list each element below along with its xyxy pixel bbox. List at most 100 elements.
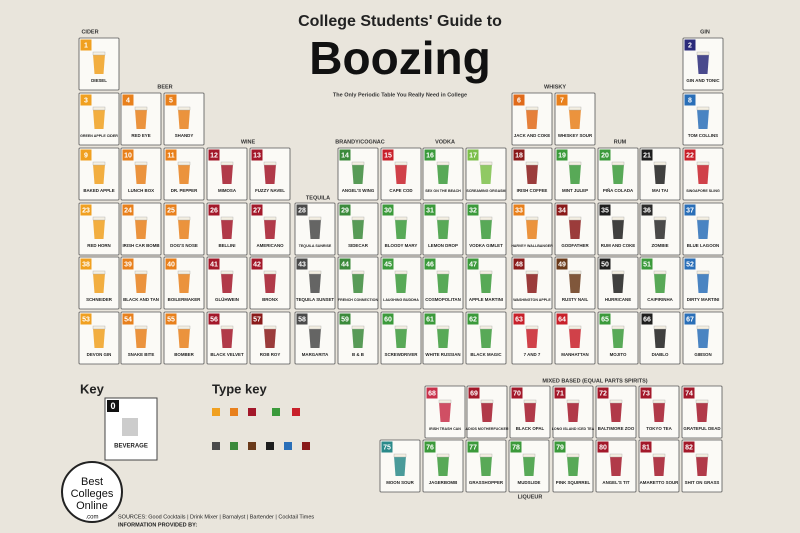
glass	[135, 164, 147, 184]
element-cell: 5 SHANDY	[163, 92, 205, 146]
glass-top	[177, 270, 191, 275]
glass-top	[436, 453, 450, 458]
cell-number: 12	[210, 152, 218, 159]
cell-number: 11	[167, 152, 175, 159]
glass	[264, 328, 276, 348]
glass-top	[263, 270, 277, 275]
element-cell: 61 WHITE RUSSIAN	[422, 311, 464, 365]
glass	[610, 402, 622, 422]
element-cell: 70 BLACK OPAL	[509, 385, 551, 439]
cell-number: 47	[469, 261, 477, 268]
cell-name: ZOMBIE	[651, 243, 668, 248]
glass	[697, 54, 709, 74]
cell-number: 57	[253, 316, 261, 323]
number-badge	[511, 387, 523, 399]
element-cell: 49 RUSTY NAIL	[554, 256, 596, 310]
glass	[612, 328, 624, 348]
cell-name: BOMBER	[174, 352, 194, 357]
number-badge	[641, 258, 653, 270]
cell-number: 71	[556, 390, 564, 397]
glass-top	[568, 161, 582, 166]
glass-top	[220, 216, 234, 221]
number-badge	[513, 149, 525, 161]
number-badge	[426, 387, 438, 399]
glass-top	[436, 325, 450, 330]
cell-number: 42	[253, 261, 261, 268]
cell-name: CAIPIRINHA	[647, 297, 673, 302]
glass-top	[263, 325, 277, 330]
glass-top	[611, 325, 625, 330]
glass	[93, 109, 105, 129]
glass-top	[568, 106, 582, 111]
number-badge	[513, 94, 525, 106]
number-badge	[251, 258, 263, 270]
number-badge	[599, 204, 611, 216]
group-label: RUM	[614, 139, 627, 145]
cell-number: 4	[126, 97, 130, 104]
glass-top	[220, 270, 234, 275]
element-cell: 20 PIÑA COLADA	[597, 147, 639, 201]
number-badge	[468, 387, 480, 399]
glass-top	[522, 453, 536, 458]
number-badge	[684, 39, 696, 51]
glass-top	[177, 161, 191, 166]
number-badge	[641, 149, 653, 161]
element-cell: 69 ADIOS MOTHERFUCKER	[466, 385, 509, 439]
number-badge	[424, 441, 436, 453]
element-cell: 21 MAI TAI	[639, 147, 681, 201]
cell-name: TEQUILA SUNSET	[296, 297, 334, 302]
cell-number: 58	[298, 316, 306, 323]
element-cell: 36 ZOMBIE	[639, 202, 681, 256]
number-badge	[381, 441, 393, 453]
glass	[178, 273, 190, 293]
glass-top	[525, 270, 539, 275]
glass	[221, 273, 233, 293]
number-badge	[339, 149, 351, 161]
group-label: BRANDY/COGNAC	[335, 139, 385, 145]
glass-top	[438, 399, 452, 404]
cell-name: RUM AND COKE	[601, 243, 636, 248]
cell-name: SCREAMING ORGASM	[466, 189, 505, 193]
glass-top	[351, 161, 365, 166]
cell-number: 78	[512, 444, 520, 451]
element-cell: 41 GLÜHWEIN	[206, 256, 248, 310]
element-cell: 1 DIESEL	[78, 37, 120, 91]
group-label: TEQUILA	[306, 195, 330, 201]
number-badge	[554, 441, 566, 453]
sources: INFORMATION PROVIDED BY:	[118, 522, 197, 528]
glass	[437, 219, 449, 239]
cell-name: GRASSHOPPER	[469, 480, 504, 485]
cell-number: 18	[515, 152, 523, 159]
element-cell: 76 JAGERBOMB	[422, 439, 464, 493]
number-badge	[122, 149, 134, 161]
cell-number: 32	[469, 207, 477, 214]
number-badge	[684, 149, 696, 161]
cell-name: ROB ROY	[260, 352, 281, 357]
cell-number: 76	[426, 444, 434, 451]
cell-name: PINK SQUIRREL	[556, 480, 591, 485]
key-name: BEVERAGE	[114, 444, 148, 450]
number-badge	[165, 313, 177, 325]
glass	[437, 456, 449, 476]
cell-name: RED HORN	[87, 243, 110, 248]
number-badge	[382, 149, 394, 161]
cell-name: LUNCH BOX	[128, 188, 154, 193]
cell-name: GLÜHWEIN	[215, 297, 239, 302]
number-badge	[296, 313, 308, 325]
number-badge	[556, 204, 568, 216]
cell-name: MANHATTAN	[561, 352, 588, 357]
cell-name: GREEN APPLE CIDER	[80, 134, 118, 138]
glass-top	[480, 399, 494, 404]
glass	[309, 273, 321, 293]
glass	[697, 328, 709, 348]
cell-number: 53	[82, 316, 90, 323]
number-badge	[382, 204, 394, 216]
glass	[264, 273, 276, 293]
glass-top	[308, 325, 322, 330]
cell-number: 80	[599, 444, 607, 451]
number-badge	[208, 149, 220, 161]
group-label: MIXED BASED (EQUAL PARTS SPIRITS)	[542, 378, 647, 384]
glass-top	[308, 270, 322, 275]
glass	[653, 456, 665, 476]
number-badge	[122, 204, 134, 216]
